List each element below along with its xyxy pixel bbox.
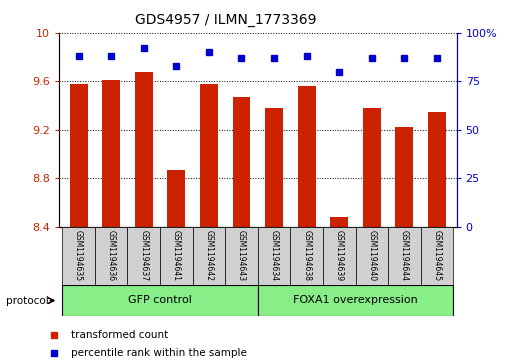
Bar	[70, 83, 88, 227]
Bar	[102, 80, 120, 227]
Text: GSM1194644: GSM1194644	[400, 231, 409, 281]
Bar	[225, 227, 258, 285]
Text: GSM1194638: GSM1194638	[302, 231, 311, 281]
Bar	[192, 227, 225, 285]
Text: GSM1194639: GSM1194639	[335, 231, 344, 281]
Bar	[62, 285, 258, 316]
Text: percentile rank within the sample: percentile rank within the sample	[70, 348, 246, 358]
Text: GSM1194645: GSM1194645	[432, 231, 442, 281]
Bar	[396, 127, 413, 227]
Text: GSM1194640: GSM1194640	[367, 231, 377, 281]
Bar	[330, 217, 348, 227]
Text: GSM1194642: GSM1194642	[204, 231, 213, 281]
Bar	[135, 72, 153, 227]
Text: FOXA1 overexpression: FOXA1 overexpression	[293, 295, 418, 305]
Text: GFP control: GFP control	[128, 295, 192, 305]
Bar	[363, 108, 381, 227]
Text: GSM1194643: GSM1194643	[237, 231, 246, 281]
Bar	[232, 97, 250, 227]
Bar	[428, 111, 446, 227]
Text: GSM1194634: GSM1194634	[269, 231, 279, 281]
Bar	[200, 83, 218, 227]
Bar	[388, 227, 421, 285]
Bar	[258, 285, 453, 316]
Bar	[62, 227, 95, 285]
Bar	[127, 227, 160, 285]
Bar	[167, 170, 185, 227]
Bar	[290, 227, 323, 285]
Bar	[265, 108, 283, 227]
Bar	[160, 227, 192, 285]
Text: GSM1194637: GSM1194637	[139, 231, 148, 281]
Bar	[421, 227, 453, 285]
Text: GSM1194636: GSM1194636	[107, 231, 115, 281]
Bar	[95, 227, 127, 285]
Bar	[258, 227, 290, 285]
Text: transformed count: transformed count	[70, 330, 168, 339]
Bar	[356, 227, 388, 285]
Text: GSM1194635: GSM1194635	[74, 231, 83, 281]
Text: GDS4957 / ILMN_1773369: GDS4957 / ILMN_1773369	[135, 13, 317, 27]
Bar	[298, 86, 315, 227]
Text: protocol: protocol	[6, 295, 49, 306]
Bar	[323, 227, 356, 285]
Text: GSM1194641: GSM1194641	[172, 231, 181, 281]
